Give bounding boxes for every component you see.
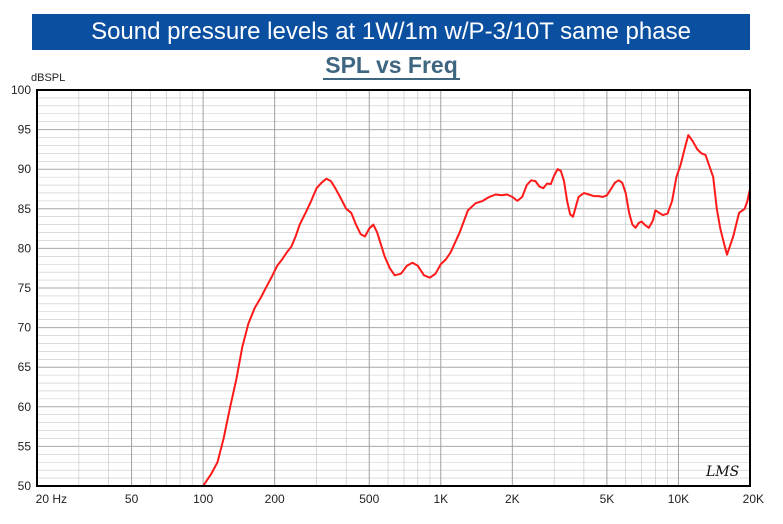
x-tick-label: 1K — [433, 492, 448, 506]
y-tick-label: 85 — [18, 202, 32, 216]
grid-lines — [36, 89, 751, 487]
x-tick-labels: 20 Hz 50 100 200 500 1K 2K 5K 10K 20K — [36, 492, 764, 506]
y-tick-label: 95 — [18, 123, 32, 137]
y-tick-labels: 50 55 60 65 70 75 80 85 90 95 100 — [11, 83, 31, 493]
lms-watermark: LMS — [705, 464, 739, 480]
y-tick-label: 100 — [11, 83, 31, 97]
x-tick-label: 10K — [668, 492, 689, 506]
y-tick-label: 80 — [18, 241, 32, 255]
banner-title: Sound pressure levels at 1W/1m w/P-3/10T… — [32, 14, 750, 50]
chart-title-text: SPL vs Freq — [323, 52, 460, 80]
x-tick-label: 50 — [125, 492, 139, 506]
x-tick-label: 500 — [359, 492, 379, 506]
x-tick-label: 100 — [193, 492, 213, 506]
y-tick-label: 75 — [18, 281, 32, 295]
x-tick-label: 20 Hz — [36, 492, 67, 506]
y-tick-label: 65 — [18, 360, 32, 374]
x-tick-label: 2K — [505, 492, 520, 506]
y-tick-label: 70 — [18, 321, 32, 335]
y-tick-label: 90 — [18, 162, 32, 176]
chart-title: SPL vs Freq — [0, 51, 783, 80]
curve-layer — [70, 134, 751, 487]
y-tick-label: 55 — [18, 439, 32, 453]
x-tick-label: 200 — [265, 492, 285, 506]
spl-curve-series-1 — [70, 134, 751, 487]
y-tick-label: 50 — [18, 479, 32, 493]
x-tick-label: 5K — [600, 492, 615, 506]
y-tick-label: 60 — [18, 400, 32, 414]
y-axis-label: dBSPL — [31, 72, 65, 84]
plot-frame — [36, 89, 751, 487]
x-tick-label: 20K — [743, 492, 764, 506]
